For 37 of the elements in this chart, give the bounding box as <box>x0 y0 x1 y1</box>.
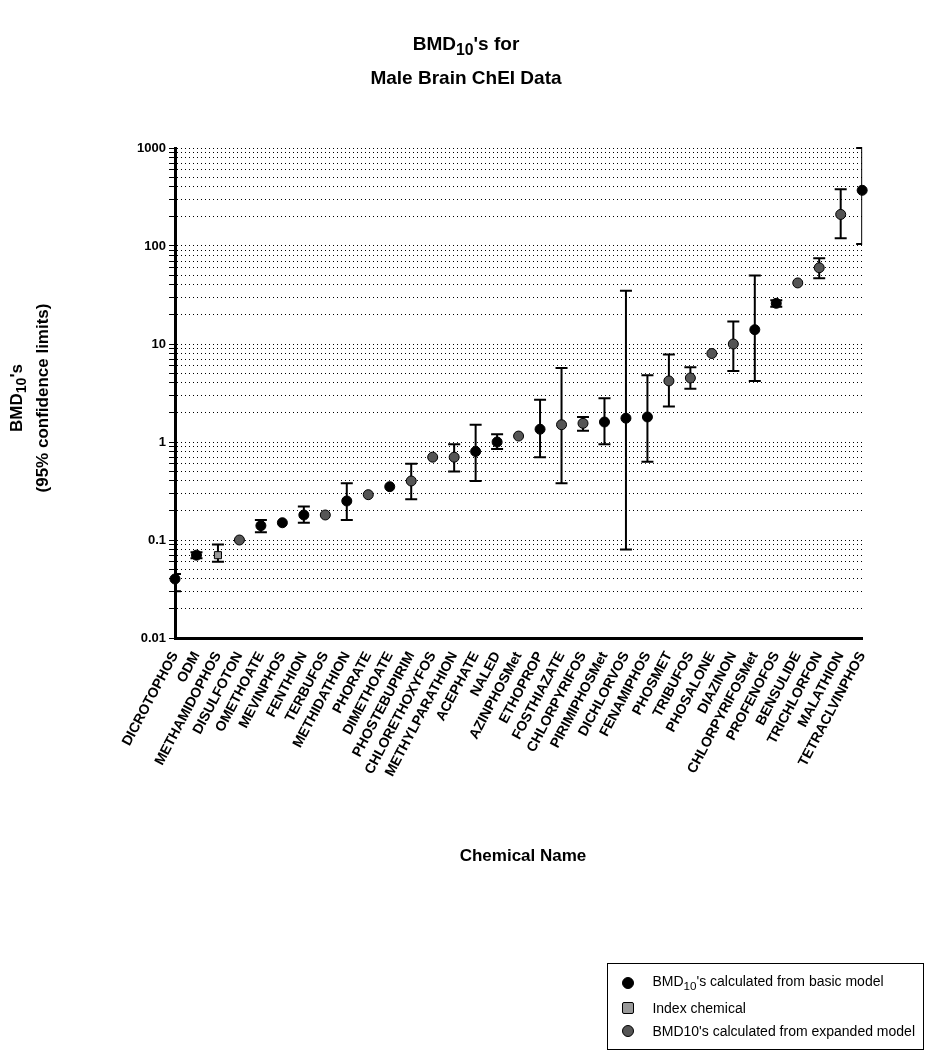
point <box>556 419 568 431</box>
point <box>684 372 696 384</box>
point <box>169 573 181 585</box>
point <box>727 338 739 350</box>
point <box>663 375 675 387</box>
y-tick-label: 1 <box>158 433 166 449</box>
point <box>641 411 653 423</box>
point <box>384 481 396 493</box>
point <box>792 277 804 289</box>
point <box>620 412 632 424</box>
point <box>405 475 417 487</box>
point <box>598 416 610 428</box>
point <box>513 430 525 442</box>
y-tick-label: 10 <box>151 335 166 351</box>
point <box>319 509 331 521</box>
point <box>448 451 460 463</box>
point <box>427 451 439 463</box>
y-tick-label: 0.1 <box>147 531 166 547</box>
point <box>856 184 868 196</box>
y-tick-label: 100 <box>144 237 166 253</box>
point <box>534 423 546 435</box>
point <box>706 348 718 359</box>
chart-title: BMD$_{10}$'s for Male Brain ChEI Data <box>369 32 563 90</box>
x-axis-title: Chemical Name <box>458 846 588 866</box>
legend-label: BMD$_{10}$'s calculated from basic model <box>652 972 884 994</box>
point <box>362 489 374 501</box>
point <box>749 324 761 336</box>
point <box>213 551 222 560</box>
legend-label: BMD10's calculated from expanded model <box>652 1021 915 1041</box>
point <box>470 446 482 457</box>
legend-label: Index chemical <box>652 998 746 1018</box>
point <box>233 534 245 546</box>
point <box>276 517 288 529</box>
y-tick-label: 0.01 <box>140 629 166 645</box>
point <box>341 495 353 507</box>
point <box>835 208 847 220</box>
y-tick-label: 1000 <box>137 139 166 155</box>
